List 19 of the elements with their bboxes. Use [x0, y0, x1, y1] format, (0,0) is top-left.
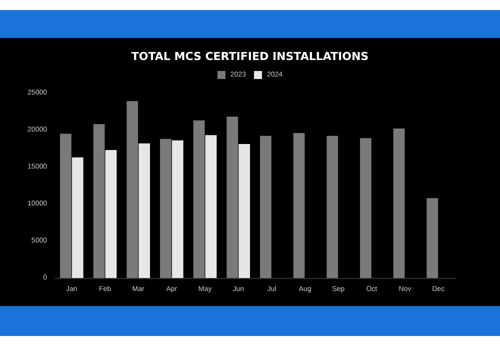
bar: [160, 138, 172, 278]
bar: [72, 157, 84, 278]
bar: [205, 135, 217, 278]
bar: [426, 198, 438, 278]
bar: [393, 128, 405, 278]
bar: [326, 136, 338, 278]
chart-title: TOTAL MCS CERTIFIED INSTALLATIONS: [131, 50, 369, 63]
bar: [105, 150, 117, 278]
bar: [60, 134, 72, 278]
bar: [126, 101, 138, 278]
bar: [238, 144, 250, 278]
bar: [226, 116, 238, 278]
bar: [293, 132, 305, 278]
bar: [172, 140, 184, 278]
bar: [260, 136, 272, 278]
bar: [138, 143, 150, 278]
bar: [193, 120, 205, 278]
bar: [93, 124, 105, 278]
bar: [360, 138, 372, 278]
